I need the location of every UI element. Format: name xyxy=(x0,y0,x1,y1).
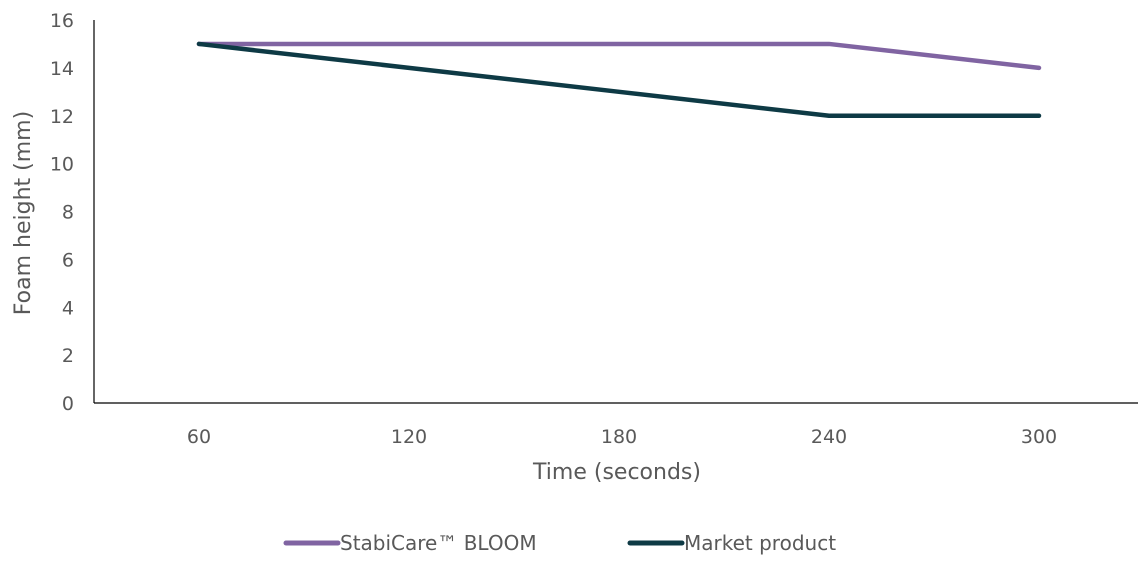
y-tick-label: 16 xyxy=(50,10,74,32)
series-lines xyxy=(196,41,1042,118)
x-tick-label: 240 xyxy=(811,426,847,448)
x-axis-ticks: 60 120 180 240 300 xyxy=(187,426,1057,448)
series-line-1 xyxy=(196,41,1042,118)
series-line-0 xyxy=(196,41,1042,71)
y-tick-label: 0 xyxy=(62,393,74,415)
y-tick-label: 8 xyxy=(62,202,74,224)
legend-label-1: Market product xyxy=(684,531,836,555)
legend: StabiCare™ BLOOM Market product xyxy=(283,531,836,555)
legend-label-0: StabiCare™ BLOOM xyxy=(340,531,537,555)
y-tick-label: 10 xyxy=(50,154,74,176)
y-tick-label: 4 xyxy=(62,297,74,319)
y-axis-ticks: 0 2 4 6 8 10 12 14 16 xyxy=(50,10,74,415)
y-tick-label: 14 xyxy=(50,58,74,80)
x-tick-label: 300 xyxy=(1021,426,1057,448)
y-axis-title: Foam height (mm) xyxy=(11,111,36,315)
y-tick-label: 6 xyxy=(62,249,74,271)
x-axis-title: Time (seconds) xyxy=(532,460,701,485)
y-tick-label: 12 xyxy=(50,106,74,128)
x-tick-label: 60 xyxy=(187,426,211,448)
y-tick-label: 2 xyxy=(62,345,74,367)
x-tick-label: 120 xyxy=(391,426,427,448)
x-tick-label: 180 xyxy=(601,426,637,448)
axes xyxy=(93,20,1138,404)
